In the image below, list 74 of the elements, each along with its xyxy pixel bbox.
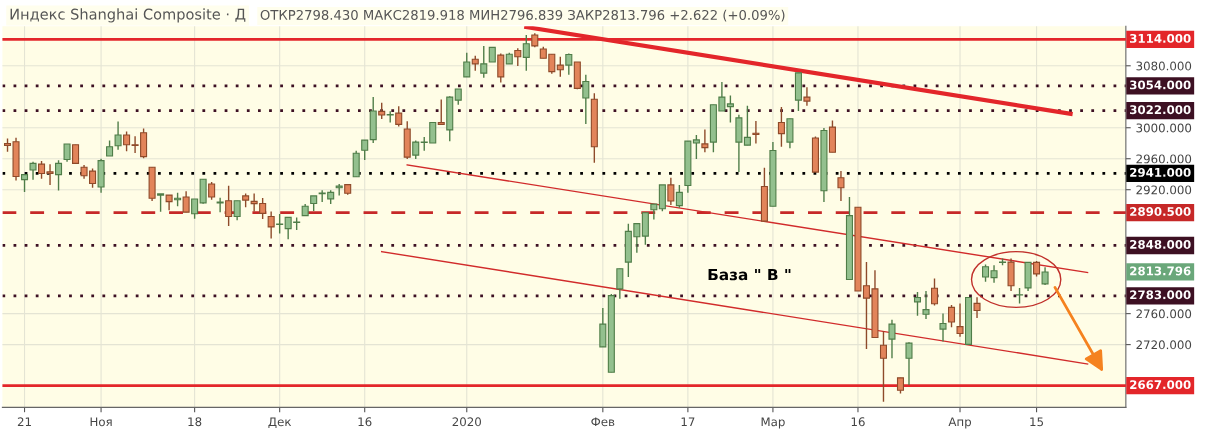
x-tick-label: Мар [761,417,785,429]
candlestick [939,312,947,343]
x-tick-label: 16 [851,417,865,427]
candlestick [361,139,369,161]
candlestick [225,185,233,227]
candlestick [182,190,190,213]
x-tick-label: Фев [591,417,615,427]
candlestick [55,159,63,192]
ref-line-label: 2667.000 [1130,380,1191,390]
text: 2813.796 [1130,266,1191,276]
x-tick-label: Дек [268,417,292,428]
annotation: База " В " [708,268,791,281]
candlestick [956,302,964,338]
candlestick [1007,257,1015,292]
candlestick [267,210,275,240]
chart-title: Индекс Shanghai Composite · Д [10,8,246,23]
x-tick-label: Апр [948,417,972,429]
candlestick [752,120,760,145]
candlestick [437,98,445,126]
y-tick-label: 3000.000 [1136,123,1192,133]
ref-line-label: 3114.000 [1130,33,1191,43]
candlestick [114,120,122,151]
candlestick [276,213,284,235]
y-tick-label: 3080.000 [1136,61,1192,71]
ref-line-label: 2783.000 [1130,290,1191,300]
candlestick [480,45,488,79]
ref-line-label: 3022.000 [1130,105,1191,115]
candlestick [947,304,956,328]
candlestick [463,51,471,78]
candlestick [913,291,922,317]
chart-subtitle: ОТКР2798.430 МАКС2819.918 МИН2796.839 ЗАКР2813.796 +2.622 (+0.09%) [260,9,785,22]
candlestick [497,52,505,84]
candlestick [658,184,666,212]
candlestick [395,105,403,128]
candlestick [777,106,785,148]
candlestick [786,118,794,149]
x-tick-label: 18 [188,417,202,427]
candlestick [522,34,530,72]
candlestick [973,296,981,319]
candlestick [352,150,360,178]
x-tick-label: 17 [681,417,695,427]
candlestick [616,268,624,300]
candlestick [72,144,80,165]
x-tick-label: 21 [17,417,31,427]
candlestick [599,307,607,348]
y-tick-label: 2720.000 [1136,340,1192,350]
ref-line-label: 3054.000 [1130,80,1191,90]
candlestick [803,86,811,107]
candlestick [879,330,888,403]
x-tick-label: 16 [358,417,372,427]
candlestick [335,183,343,197]
x-tick-label: Ноя [90,417,112,427]
ref-line-label: 2890.500 [1130,207,1191,216]
candlestick [667,177,675,206]
ref-line-label: 2941.000 [1130,167,1191,177]
ref-line-label: 2848.000 [1130,239,1191,249]
candlestick [216,197,224,213]
y-tick-label: 2760.000 [1136,309,1192,319]
candlestick [922,290,930,320]
y-tick-label: 2960.000 [1136,154,1192,164]
candlestick [650,203,658,221]
candlestick [675,184,683,209]
candlestick [905,341,913,386]
candlestick [582,73,590,125]
x-tick-label: 2020 [452,417,481,427]
candlestick [641,212,649,246]
x-tick-label: 15 [1030,417,1044,427]
candlestick [930,277,939,307]
candlestick [233,200,241,221]
candlestick [888,319,896,360]
candlestick [556,56,564,78]
y-tick-label: 2920.000 [1136,185,1192,195]
candlestick [701,128,709,153]
candlestick [837,170,845,202]
